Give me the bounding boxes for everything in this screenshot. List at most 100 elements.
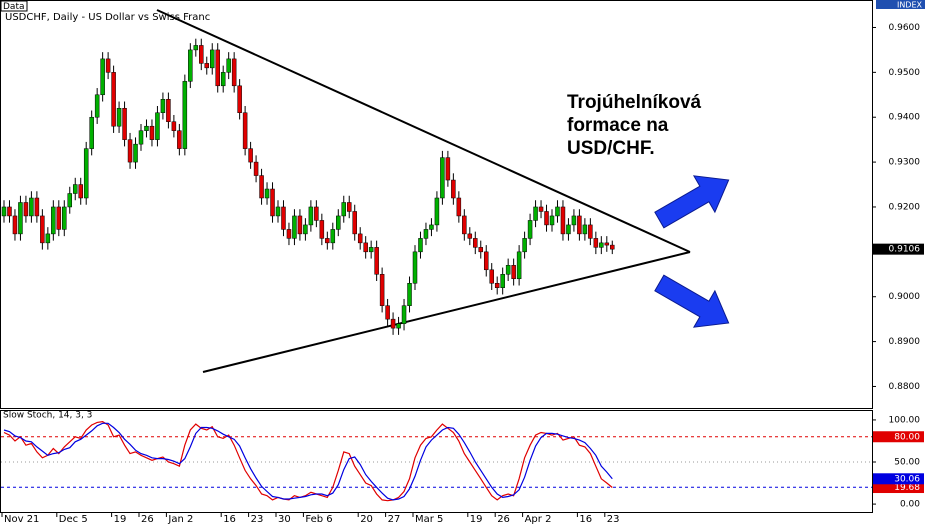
candle-body [253, 161, 259, 176]
candle-body [505, 265, 511, 275]
candle-body [242, 112, 248, 149]
candle-body [199, 45, 204, 64]
price-panel [0, 0, 873, 409]
candle-body [368, 247, 374, 253]
candle-body [259, 175, 264, 199]
x-tick-label: 26 [141, 514, 154, 525]
candle-body [303, 224, 308, 235]
candle-body [346, 202, 352, 212]
candle-body [248, 148, 253, 163]
candle-body [412, 251, 418, 284]
candle-body [204, 63, 210, 69]
candle-body [171, 121, 177, 131]
candle-body [336, 215, 341, 230]
candle-body [538, 206, 544, 212]
candle-body [555, 206, 560, 217]
y-tick-label: 0.8900 [889, 337, 921, 347]
upper-trendline [156, 9, 691, 253]
level-box [873, 431, 924, 443]
candle-body [226, 58, 231, 73]
candle-body [429, 224, 434, 230]
candle-body [116, 107, 122, 127]
y-tick-label: 0.00 [900, 500, 920, 510]
candle-body [374, 247, 379, 275]
candle-body [67, 193, 73, 208]
candle-body [522, 238, 527, 253]
y-tick-label: 0.9200 [889, 202, 921, 212]
candle-body [83, 148, 89, 199]
candle-body [577, 215, 582, 235]
x-tick-label: 23 [251, 514, 264, 525]
y-tick-label: 0.9300 [889, 158, 921, 168]
lower-trendline [202, 251, 691, 373]
stoch-panel [0, 410, 873, 513]
candle-body [34, 197, 40, 217]
candle-body [352, 211, 357, 235]
x-tick-label: 20 [360, 514, 373, 525]
x-tick-label: 30 [278, 514, 291, 525]
stoch-title: Slow Stoch, 14, 3, 3 [3, 411, 92, 421]
candle-body [237, 85, 242, 113]
value-marker-label: 30.06 [894, 474, 920, 484]
candle-body [423, 229, 429, 239]
x-tick-label: 16 [579, 514, 592, 525]
candle-body [188, 49, 193, 82]
candle-body [582, 224, 588, 235]
y-tick-label: 0.9600 [889, 23, 921, 33]
badge-box [0, 0, 28, 12]
candle-body [78, 184, 83, 199]
candle-body [220, 72, 226, 87]
candle-body [560, 206, 566, 235]
index-label: INDEX [897, 1, 923, 10]
x-tick-label: 27 [388, 514, 401, 525]
candle-body [105, 58, 111, 73]
x-tick-label: 23 [607, 514, 620, 525]
candle-body [18, 202, 23, 235]
candle-body [434, 197, 440, 226]
candle-body [500, 274, 505, 288]
candle-body [144, 125, 149, 131]
up-arrow [654, 175, 730, 229]
candle-body [51, 206, 56, 235]
candle-body [94, 94, 100, 118]
index-box [876, 0, 925, 9]
candle-body [483, 251, 489, 271]
y-tick-label: 100.00 [889, 415, 921, 425]
candle-body [133, 143, 138, 163]
candle-body [549, 215, 555, 226]
candle-body [379, 274, 385, 306]
chart-title: USDCHF, Daily - US Dollar vs Swiss Franc [5, 12, 210, 23]
candle-body [56, 206, 62, 230]
candle-body [440, 157, 445, 199]
candle-body [363, 242, 368, 253]
candle-body [231, 58, 237, 87]
candle-body [275, 206, 281, 217]
candle-body [407, 283, 412, 306]
candle-body [111, 72, 116, 127]
candle-body [215, 49, 220, 87]
candle-body [527, 220, 533, 239]
candle-body [12, 215, 18, 235]
candle-body [40, 215, 45, 244]
x-tick-label: Apr 2 [525, 514, 552, 525]
y-tick-label: 0.9000 [889, 292, 921, 302]
candle-body [297, 215, 303, 235]
candle-body [286, 229, 292, 239]
candle-body [456, 197, 462, 217]
candle-body [599, 242, 604, 248]
candle-body [610, 244, 615, 250]
candle-body [62, 206, 67, 230]
candle-body [7, 206, 12, 217]
value-marker-label: 0.9106 [889, 245, 921, 255]
candle-body [467, 233, 473, 239]
candle-body [445, 157, 451, 181]
candle-body [451, 179, 456, 199]
y-tick-label: 50.00 [894, 458, 920, 468]
candle-body [330, 229, 336, 244]
candle-body [264, 188, 270, 199]
candle-body [23, 202, 29, 217]
candle-body [385, 305, 390, 320]
candle-body [396, 323, 401, 329]
candle-body [401, 305, 407, 324]
